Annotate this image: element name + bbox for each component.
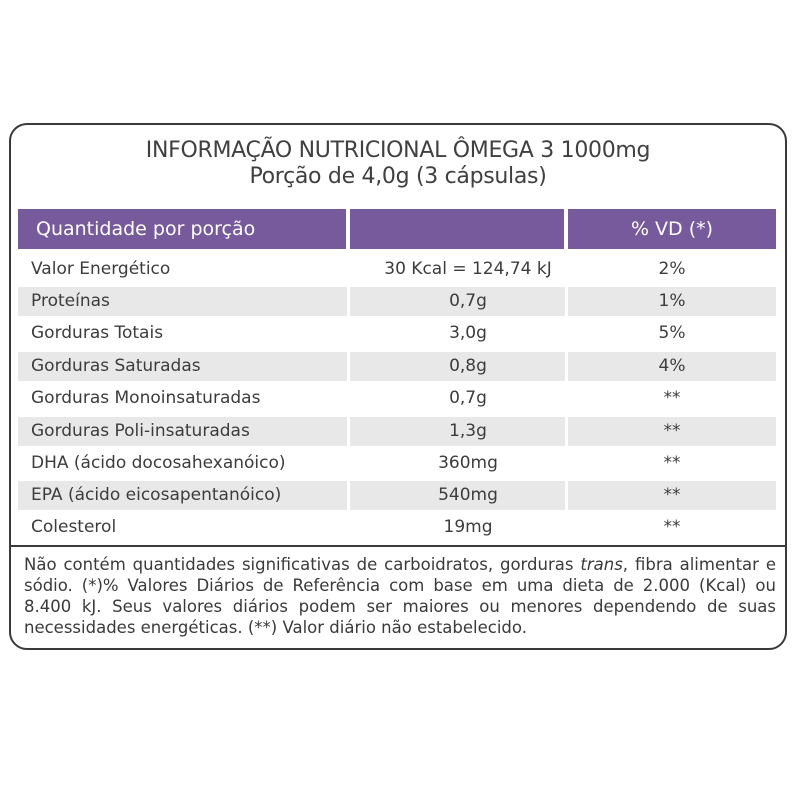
nutrient-name: Gorduras Saturadas bbox=[31, 356, 201, 376]
footnote: Não contém quantidades significativas de… bbox=[24, 554, 776, 638]
nutrient-daily-value: ** bbox=[663, 517, 681, 537]
panel-title: INFORMAÇÃO NUTRICIONAL ÔMEGA 3 1000mg Po… bbox=[11, 138, 785, 190]
nutrient-amount: 0,8g bbox=[449, 356, 487, 376]
title-line-1: INFORMAÇÃO NUTRICIONAL ÔMEGA 3 1000mg bbox=[145, 138, 651, 163]
nutrient-daily-value: 5% bbox=[658, 323, 686, 343]
nutrient-amount: 360mg bbox=[438, 453, 498, 473]
header-daily-value-label: % VD (*) bbox=[630, 218, 714, 240]
table-row: EPA (ácido eicosapentanóico) 540mg ** bbox=[18, 481, 776, 510]
table-row: Gorduras Totais 3,0g 5% bbox=[18, 319, 776, 348]
nutrient-name: EPA (ácido eicosapentanóico) bbox=[31, 485, 282, 505]
nutrient-daily-value: ** bbox=[663, 485, 681, 505]
nutrient-daily-value: 4% bbox=[658, 356, 686, 376]
title-line-2: Porção de 4,0g (3 cápsulas) bbox=[249, 164, 547, 189]
nutrient-name: Proteínas bbox=[31, 291, 110, 311]
column-divider bbox=[565, 255, 568, 543]
nutrient-name: Gorduras Poli-insaturadas bbox=[31, 421, 250, 441]
table-row: DHA (ácido docosahexanóico) 360mg ** bbox=[18, 449, 776, 478]
nutrient-amount: 19mg bbox=[443, 517, 493, 537]
nutrient-name: Colesterol bbox=[31, 517, 117, 537]
footnote-text-2: , fibra alimentar e sódio. (*)% Valores … bbox=[24, 555, 776, 637]
nutrient-daily-value: 2% bbox=[658, 259, 686, 279]
nutrient-name: Gorduras Totais bbox=[31, 323, 164, 343]
table-row: Gorduras Saturadas 0,8g 4% bbox=[18, 352, 776, 381]
header-value bbox=[350, 209, 564, 249]
nutrient-daily-value: ** bbox=[663, 453, 681, 473]
table-row: Valor Energético 30 Kcal = 124,74 kJ 2% bbox=[18, 255, 776, 284]
nutrient-amount: 0,7g bbox=[449, 291, 487, 311]
header-daily-value: % VD (*) bbox=[568, 209, 776, 249]
nutrient-amount: 30 Kcal = 124,74 kJ bbox=[384, 259, 552, 279]
nutrient-name: Gorduras Monoinsaturadas bbox=[31, 388, 261, 408]
footnote-text-1: Não contém quantidades significativas de… bbox=[24, 555, 581, 574]
nutrient-daily-value: 1% bbox=[658, 291, 686, 311]
header-quantity: Quantidade por porção bbox=[18, 209, 346, 249]
nutrient-name: DHA (ácido docosahexanóico) bbox=[31, 453, 286, 473]
table-row: Colesterol 19mg ** bbox=[18, 513, 776, 542]
nutrient-daily-value: ** bbox=[663, 388, 681, 408]
table-row: Proteínas 0,7g 1% bbox=[18, 287, 776, 316]
nutrient-amount: 3,0g bbox=[449, 323, 487, 343]
nutrient-amount: 540mg bbox=[438, 485, 498, 505]
nutrient-name: Valor Energético bbox=[31, 259, 171, 279]
nutrient-daily-value: ** bbox=[663, 421, 681, 441]
table-row: Gorduras Monoinsaturadas 0,7g ** bbox=[18, 384, 776, 413]
footnote-italic-trans: trans bbox=[580, 555, 623, 574]
table-divider bbox=[11, 545, 785, 547]
column-divider bbox=[347, 255, 350, 543]
nutrient-amount: 0,7g bbox=[449, 388, 487, 408]
table-row: Gorduras Poli-insaturadas 1,3g ** bbox=[18, 417, 776, 446]
nutrient-amount: 1,3g bbox=[449, 421, 487, 441]
nutrition-facts-panel: INFORMAÇÃO NUTRICIONAL ÔMEGA 3 1000mg Po… bbox=[9, 123, 787, 650]
header-quantity-label: Quantidade por porção bbox=[36, 218, 256, 240]
